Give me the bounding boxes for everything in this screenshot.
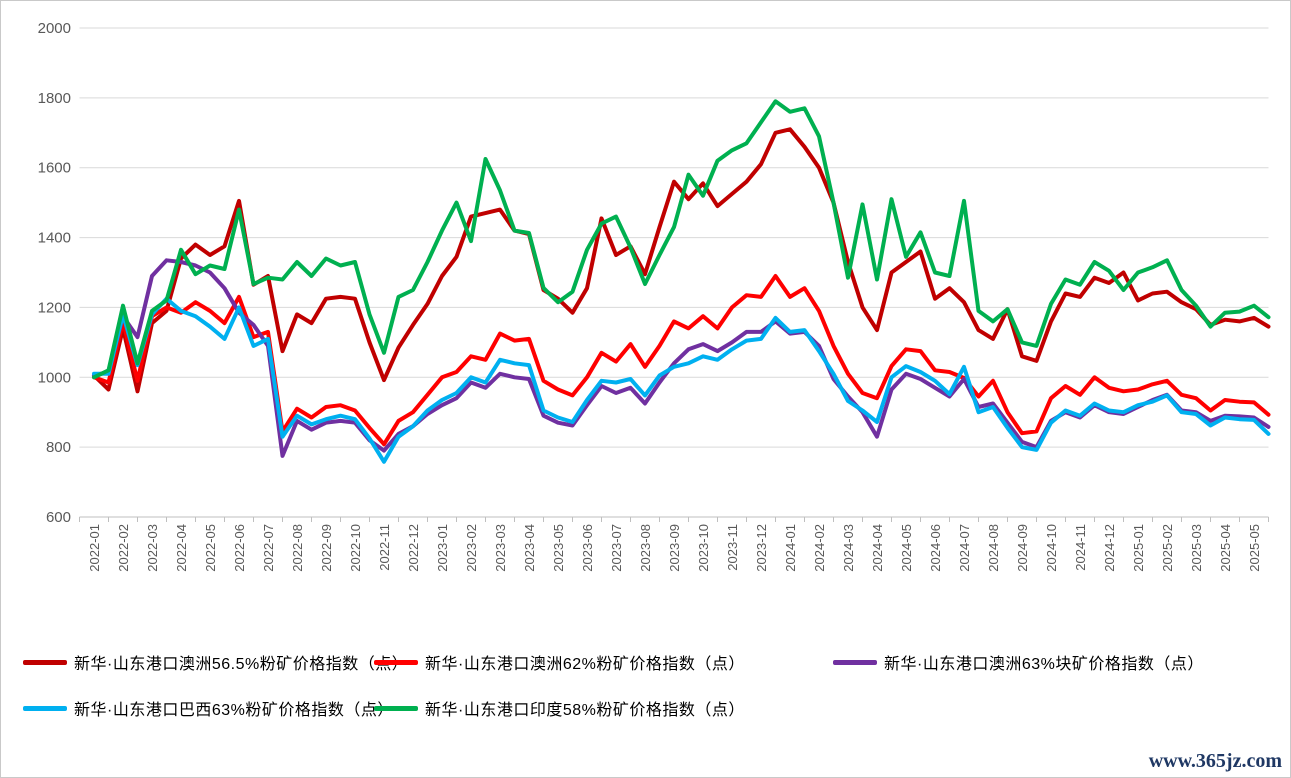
- legend-label: 新华·山东港口澳洲62%粉矿价格指数（点）: [425, 656, 745, 673]
- x-tick-label: 2022-10: [348, 524, 363, 572]
- x-tick-label: 2024-12: [1102, 524, 1117, 572]
- x-tick-label: 2023-03: [493, 524, 508, 572]
- series-line-0: [92, 127, 1271, 394]
- x-tick-label: 2023-11: [725, 524, 740, 571]
- y-tick-label: 1400: [38, 230, 71, 247]
- series-lines: [92, 99, 1271, 464]
- x-tick-label: 2023-12: [754, 524, 769, 572]
- legend-item: 新华·山东港口澳洲62%粉矿价格指数（点）: [374, 652, 745, 673]
- y-tick-label: 1600: [38, 160, 71, 177]
- x-tick-label: 2022-08: [290, 524, 305, 572]
- x-tick-label: 2025-01: [1131, 524, 1146, 572]
- x-tick-label: 2023-09: [667, 524, 682, 572]
- x-tick-label: 2023-06: [580, 524, 595, 572]
- gridlines: [79, 27, 1269, 448]
- x-tick-label: 2022-07: [261, 524, 276, 572]
- legend-line-swatch: [833, 659, 877, 665]
- legend-item: 新华·山东港口澳洲56.5%粉矿价格指数（点）: [23, 652, 409, 673]
- x-tick-label: 2025-05: [1247, 524, 1262, 572]
- x-tick-label: 2022-12: [406, 524, 421, 572]
- x-tick-label: 2024-07: [957, 524, 972, 572]
- legend-label: 新华·山东港口澳洲63%块矿价格指数（点）: [884, 656, 1204, 673]
- legend-label: 新华·山东港口澳洲56.5%粉矿价格指数（点）: [74, 656, 409, 673]
- x-tick-label: 2022-05: [203, 524, 218, 572]
- y-axis-tick-labels: 600 800 1000 1200 1400 1600 1800 2000: [38, 20, 71, 526]
- x-tick-label: 2024-02: [812, 524, 827, 572]
- legend-line-swatch: [23, 705, 67, 711]
- x-tick-label: 2022-09: [319, 524, 334, 572]
- x-tick-label: 2023-01: [435, 524, 450, 572]
- y-tick-label: 600: [46, 509, 71, 526]
- x-axis: [79, 516, 1269, 522]
- y-tick-label: 1200: [38, 299, 71, 316]
- x-tick-label: 2022-06: [232, 524, 247, 572]
- y-tick-label: 800: [46, 439, 71, 456]
- series-line-3: [92, 296, 1271, 464]
- legend-label: 新华·山东港口巴西63%粉矿价格指数（点）: [74, 702, 394, 719]
- x-tick-label: 2024-08: [986, 524, 1001, 572]
- x-tick-label: 2024-09: [1015, 524, 1030, 572]
- x-tick-label: 2024-10: [1044, 524, 1059, 572]
- x-tick-label: 2022-03: [145, 524, 160, 572]
- x-tick-label: 2023-05: [551, 524, 566, 572]
- x-tick-label: 2023-10: [696, 524, 711, 572]
- x-tick-label: 2024-11: [1073, 524, 1088, 571]
- series-line-1: [92, 274, 1271, 447]
- legend-line-swatch: [23, 659, 67, 665]
- x-tick-label: 2025-04: [1218, 524, 1233, 572]
- legend-item: 新华·山东港口印度58%粉矿价格指数（点）: [374, 698, 745, 719]
- x-tick-label: 2024-01: [783, 524, 798, 572]
- legend-label: 新华·山东港口印度58%粉矿价格指数（点）: [425, 702, 745, 719]
- x-tick-label: 2025-02: [1160, 524, 1175, 572]
- x-tick-label: 2022-02: [116, 524, 131, 572]
- x-tick-label: 2023-07: [609, 524, 624, 572]
- x-tick-label: 2022-11: [377, 524, 392, 571]
- x-tick-label: 2024-03: [841, 524, 856, 572]
- legend-item: 新华·山东港口澳洲63%块矿价格指数（点）: [833, 652, 1204, 673]
- legend-item: 新华·山东港口巴西63%粉矿价格指数（点）: [23, 698, 394, 719]
- y-tick-label: 1000: [38, 369, 71, 386]
- watermark-text: www.365jz.com: [1148, 750, 1282, 772]
- x-tick-label: 2022-01: [87, 524, 102, 572]
- x-tick-label: 2023-02: [464, 524, 479, 572]
- legend-line-swatch: [374, 705, 418, 711]
- x-tick-label: 2024-06: [928, 524, 943, 572]
- x-axis-tick-labels: 2022-01 2022-02 2022-03 2022-04 2022-05 2022-…: [87, 524, 1262, 572]
- x-tick-label: 2024-04: [870, 524, 885, 572]
- y-tick-label: 2000: [38, 20, 71, 37]
- legend-line-swatch: [374, 659, 418, 665]
- x-tick-label: 2025-03: [1189, 524, 1204, 572]
- x-tick-label: 2023-04: [522, 524, 537, 572]
- y-tick-label: 1800: [38, 90, 71, 107]
- x-tick-label: 2024-05: [899, 524, 914, 572]
- series-line-4: [92, 99, 1271, 380]
- x-tick-label: 2022-04: [174, 524, 189, 572]
- x-tick-label: 2023-08: [638, 524, 653, 572]
